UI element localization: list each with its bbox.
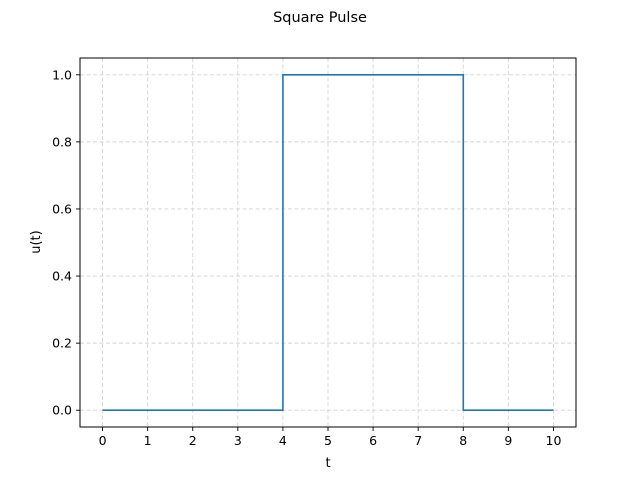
x-tick-label: 2: [189, 433, 197, 448]
x-tick-label: 0: [99, 433, 107, 448]
x-tick-label: 8: [459, 433, 467, 448]
y-axis-label: u(t): [29, 230, 44, 253]
y-tick-label: 0.2: [52, 336, 72, 351]
x-tick-label: 7: [414, 433, 422, 448]
grid-lines: [80, 58, 576, 427]
x-tick-label: 5: [324, 433, 332, 448]
series-layer: [102, 73, 554, 412]
pulse-series-line: [102, 73, 554, 412]
y-tick-label: 0.6: [52, 201, 72, 216]
tick-layer: 0 1 2 3 4 5 6 7 8 9 10 0.0 0.2 0.4 0.6 0.8 1.0: [52, 67, 561, 448]
y-tick-label: 0.8: [52, 134, 72, 149]
y-tick-label: 1.0: [52, 67, 72, 82]
x-tick-label: 10: [546, 433, 562, 448]
x-tick-label: 3: [234, 433, 242, 448]
x-tick-label: 9: [504, 433, 512, 448]
x-axis-label: t: [325, 456, 330, 471]
x-tick-label: 4: [279, 433, 287, 448]
x-tick-label: 6: [369, 433, 377, 448]
chart-title: Square Pulse: [273, 10, 367, 26]
y-tick-label: 0.0: [52, 403, 72, 418]
y-tick-label: 0.4: [52, 269, 72, 284]
x-tick-label: 1: [144, 433, 152, 448]
